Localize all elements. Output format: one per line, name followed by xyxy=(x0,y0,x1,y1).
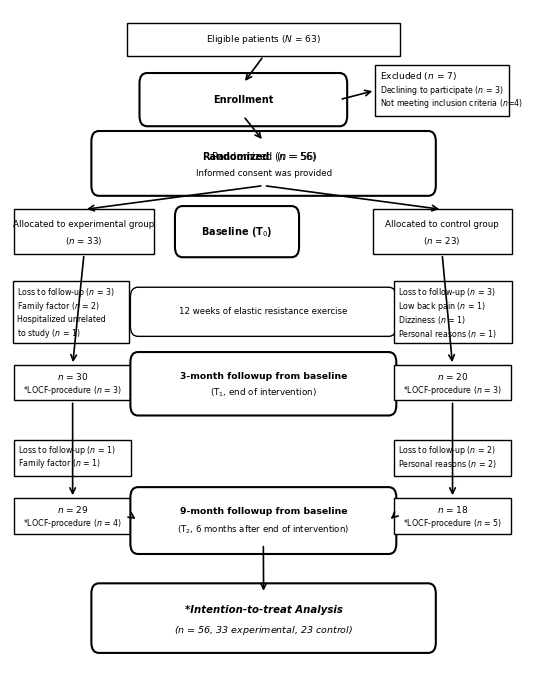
FancyBboxPatch shape xyxy=(130,487,397,554)
Text: Hospitalized unrelated: Hospitalized unrelated xyxy=(17,316,106,325)
Text: Loss to follow-up ($n$ = 1): Loss to follow-up ($n$ = 1) xyxy=(19,445,117,458)
Text: Loss to follow-up ($n$ = 3): Loss to follow-up ($n$ = 3) xyxy=(17,286,115,299)
Bar xyxy=(373,210,512,254)
Bar xyxy=(14,365,131,401)
Text: 9-month followup from baseline: 9-month followup from baseline xyxy=(179,507,347,516)
Text: 3-month followup from baseline: 3-month followup from baseline xyxy=(179,371,347,381)
Text: Personal reasons ($n$ = 2): Personal reasons ($n$ = 2) xyxy=(398,458,497,470)
Text: Family factor ($n$ = 1): Family factor ($n$ = 1) xyxy=(19,458,102,471)
Text: Loss to follow-up ($n$ = 2): Loss to follow-up ($n$ = 2) xyxy=(398,445,496,458)
Text: Enrollment: Enrollment xyxy=(213,95,274,105)
Text: *LOCF-procedure ($n$ = 5): *LOCF-procedure ($n$ = 5) xyxy=(403,517,502,530)
Text: ($n$ = 33): ($n$ = 33) xyxy=(65,236,103,247)
Text: 12 weeks of elastic resistance exercise: 12 weeks of elastic resistance exercise xyxy=(179,308,347,316)
FancyBboxPatch shape xyxy=(91,131,436,196)
Bar xyxy=(394,498,511,534)
Text: *LOCF-procedure ($n$ = 3): *LOCF-procedure ($n$ = 3) xyxy=(403,384,502,397)
Text: ($n$ = 23): ($n$ = 23) xyxy=(423,236,461,247)
Text: ($n$ = 56, 33 experimental, 23 control): ($n$ = 56, 33 experimental, 23 control) xyxy=(174,624,353,637)
Text: (T$_1$, end of intervention): (T$_1$, end of intervention) xyxy=(210,387,317,399)
Text: Randomized: Randomized xyxy=(202,152,270,162)
Text: Informed consent was provided: Informed consent was provided xyxy=(195,169,331,177)
Text: *Intention-to-treat Analysis: *Intention-to-treat Analysis xyxy=(185,605,342,614)
Text: Eligible patients ($N$ = 63): Eligible patients ($N$ = 63) xyxy=(206,33,321,46)
Text: Low back pain ($n$ = 1): Low back pain ($n$ = 1) xyxy=(398,300,486,313)
Text: $n$ = 29: $n$ = 29 xyxy=(57,504,89,515)
Text: $n$ = 18: $n$ = 18 xyxy=(437,504,468,515)
FancyBboxPatch shape xyxy=(91,584,436,653)
Text: Dizziness ($n$ = 1): Dizziness ($n$ = 1) xyxy=(398,314,467,326)
Text: $n$ = 20: $n$ = 20 xyxy=(437,371,468,382)
Text: $n$ = 30: $n$ = 30 xyxy=(57,371,89,382)
Text: to study ($n$ = 1): to study ($n$ = 1) xyxy=(17,327,81,340)
Bar xyxy=(375,65,509,116)
Text: Declining to participate ($n$ = 3): Declining to participate ($n$ = 3) xyxy=(380,84,504,97)
Text: Family factor ($n$ = 2): Family factor ($n$ = 2) xyxy=(17,300,100,313)
FancyBboxPatch shape xyxy=(130,352,397,416)
FancyBboxPatch shape xyxy=(175,206,299,258)
Text: Excluded ($n$ = 7): Excluded ($n$ = 7) xyxy=(380,70,457,82)
Text: *LOCF-procedure ($n$ = 3): *LOCF-procedure ($n$ = 3) xyxy=(23,384,123,397)
Text: Personal reasons ($n$ = 1): Personal reasons ($n$ = 1) xyxy=(398,327,497,340)
Bar xyxy=(127,23,400,56)
FancyBboxPatch shape xyxy=(130,287,397,336)
Text: ($n$ = 56): ($n$ = 56) xyxy=(276,150,317,163)
Text: Allocated to experimental group: Allocated to experimental group xyxy=(14,220,155,229)
Bar xyxy=(14,440,131,475)
Bar xyxy=(394,365,511,401)
Text: Allocated to control group: Allocated to control group xyxy=(385,220,499,229)
Text: (T$_2$, 6 months after end of intervention): (T$_2$, 6 months after end of interventi… xyxy=(177,523,350,536)
Bar xyxy=(394,440,511,475)
Text: Not meeting inclusion criteria ($n$=4): Not meeting inclusion criteria ($n$=4) xyxy=(380,97,523,110)
Bar xyxy=(14,498,131,534)
Text: Loss to follow-up ($n$ = 3): Loss to follow-up ($n$ = 3) xyxy=(398,286,496,299)
Bar xyxy=(14,210,154,254)
Bar xyxy=(13,281,130,342)
FancyBboxPatch shape xyxy=(139,73,347,126)
Bar xyxy=(394,281,512,342)
Text: Randomized ($n$ = 56): Randomized ($n$ = 56) xyxy=(211,150,316,163)
Text: *LOCF-procedure ($n$ = 4): *LOCF-procedure ($n$ = 4) xyxy=(23,517,123,530)
Text: Baseline (T$_0$): Baseline (T$_0$) xyxy=(201,225,273,238)
